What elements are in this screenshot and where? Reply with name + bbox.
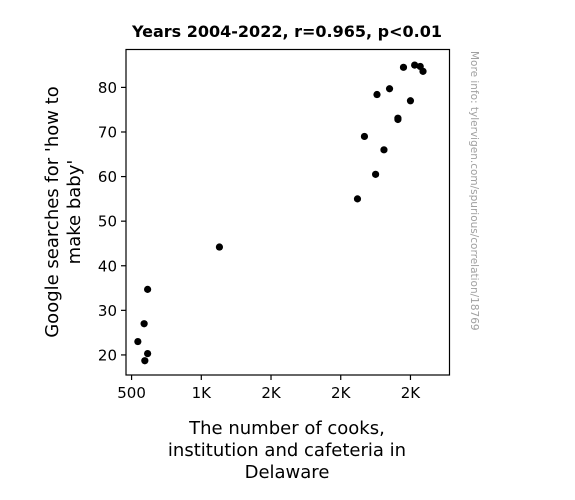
y-tick-label: 60	[98, 168, 117, 186]
data-point	[134, 337, 142, 346]
data-point	[144, 285, 152, 293]
y-axis-label-line: make baby'	[64, 160, 85, 265]
data-point	[353, 195, 362, 203]
x-axis: 500 1K 2K 2K 2K	[117, 375, 421, 402]
data-point	[140, 320, 148, 328]
data-point	[406, 97, 415, 105]
y-axis-label: Google searches for 'how tomake baby'	[42, 86, 85, 338]
data-point	[371, 170, 380, 178]
data-point	[215, 243, 224, 251]
data-point	[419, 67, 427, 75]
plot-area-frame	[125, 48, 451, 376]
data-point	[380, 146, 388, 154]
x-tick-label: 2K	[401, 384, 422, 402]
x-axis-label: The number of cooks, institution and cafe…	[168, 418, 406, 483]
x-axis-label-line: Delaware	[245, 462, 330, 483]
data-point	[373, 90, 381, 99]
y-tick-label: 80	[98, 79, 117, 97]
data-point	[144, 349, 152, 358]
y-axis-label-line: Google searches for 'how to	[42, 86, 63, 338]
y-tick-label: 20	[98, 346, 117, 364]
data-point	[394, 114, 402, 122]
chart-title: Years 2004-2022, r=0.965, p<0.01	[131, 22, 442, 41]
x-axis-label-line: institution and cafeteria in	[168, 440, 406, 461]
x-tick-label: 500	[117, 384, 146, 402]
x-tick-label: 2K	[331, 384, 352, 402]
data-point	[399, 63, 408, 71]
source-note: More info: tylervigen.com/spurious/corre…	[468, 51, 480, 331]
x-tick-label: 2K	[261, 384, 282, 402]
x-axis-label-line: The number of cooks,	[188, 418, 385, 439]
y-tick-label: 50	[98, 213, 117, 231]
x-tick-label: 1K	[192, 384, 213, 402]
data-point	[141, 357, 149, 365]
y-tick-label: 40	[98, 257, 117, 275]
data-point	[411, 61, 419, 69]
y-tick-label: 30	[98, 302, 117, 320]
y-tick-label: 70	[98, 123, 117, 141]
data-points	[134, 61, 427, 365]
y-axis: 20 30 40 50 60 70 80	[98, 79, 126, 364]
data-point	[385, 85, 394, 93]
data-point	[360, 132, 369, 141]
